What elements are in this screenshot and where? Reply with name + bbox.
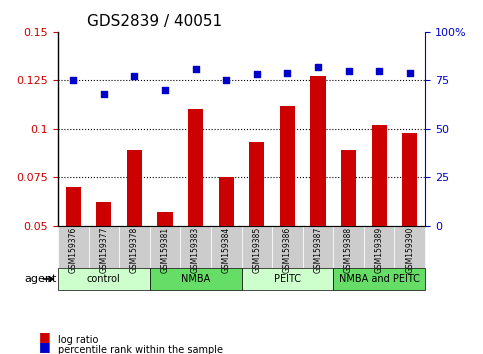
FancyBboxPatch shape <box>119 226 150 268</box>
Point <box>130 74 138 79</box>
Text: PEITC: PEITC <box>274 274 301 284</box>
Text: GSM159388: GSM159388 <box>344 227 353 273</box>
Text: GSM159384: GSM159384 <box>222 227 231 273</box>
Bar <box>66 187 81 226</box>
Point <box>253 72 261 77</box>
FancyBboxPatch shape <box>303 226 333 268</box>
Text: GSM159376: GSM159376 <box>69 227 78 273</box>
Text: GDS2839 / 40051: GDS2839 / 40051 <box>87 14 223 29</box>
Bar <box>249 142 265 226</box>
Text: GSM159390: GSM159390 <box>405 227 414 273</box>
Text: ■: ■ <box>39 341 50 353</box>
FancyBboxPatch shape <box>333 226 364 268</box>
Point <box>314 64 322 70</box>
Text: GSM159383: GSM159383 <box>191 227 200 273</box>
FancyBboxPatch shape <box>211 226 242 268</box>
Bar <box>371 125 387 226</box>
Point <box>345 68 353 74</box>
FancyBboxPatch shape <box>395 226 425 268</box>
Text: GSM159377: GSM159377 <box>99 227 108 273</box>
Text: log ratio: log ratio <box>58 335 99 345</box>
Bar <box>341 150 356 226</box>
Point <box>222 78 230 83</box>
Bar <box>96 202 112 226</box>
Text: GSM159378: GSM159378 <box>130 227 139 273</box>
Bar <box>157 212 173 226</box>
Point <box>375 68 383 74</box>
Point <box>161 87 169 93</box>
Text: GSM159386: GSM159386 <box>283 227 292 273</box>
FancyBboxPatch shape <box>180 226 211 268</box>
Bar <box>188 109 203 226</box>
Point <box>406 70 413 75</box>
Text: control: control <box>87 274 121 284</box>
Bar <box>219 177 234 226</box>
Text: NMBA: NMBA <box>181 274 210 284</box>
Bar <box>311 76 326 226</box>
Text: GSM159381: GSM159381 <box>160 227 170 273</box>
FancyBboxPatch shape <box>242 226 272 268</box>
Point <box>192 66 199 72</box>
FancyBboxPatch shape <box>242 268 333 290</box>
Point <box>100 91 108 97</box>
Point <box>70 78 77 83</box>
FancyBboxPatch shape <box>58 226 88 268</box>
FancyBboxPatch shape <box>364 226 395 268</box>
Bar <box>280 105 295 226</box>
Text: GSM159387: GSM159387 <box>313 227 323 273</box>
Point <box>284 70 291 75</box>
FancyBboxPatch shape <box>88 226 119 268</box>
FancyBboxPatch shape <box>150 268 242 290</box>
FancyBboxPatch shape <box>58 268 150 290</box>
Text: NMBA and PEITC: NMBA and PEITC <box>339 274 420 284</box>
Text: GSM159385: GSM159385 <box>252 227 261 273</box>
Text: GSM159389: GSM159389 <box>375 227 384 273</box>
FancyBboxPatch shape <box>150 226 180 268</box>
Text: ■: ■ <box>39 330 50 343</box>
FancyBboxPatch shape <box>333 268 425 290</box>
Text: percentile rank within the sample: percentile rank within the sample <box>58 346 223 354</box>
Bar <box>402 133 417 226</box>
FancyBboxPatch shape <box>272 226 303 268</box>
Text: agent: agent <box>24 274 57 284</box>
Bar <box>127 150 142 226</box>
